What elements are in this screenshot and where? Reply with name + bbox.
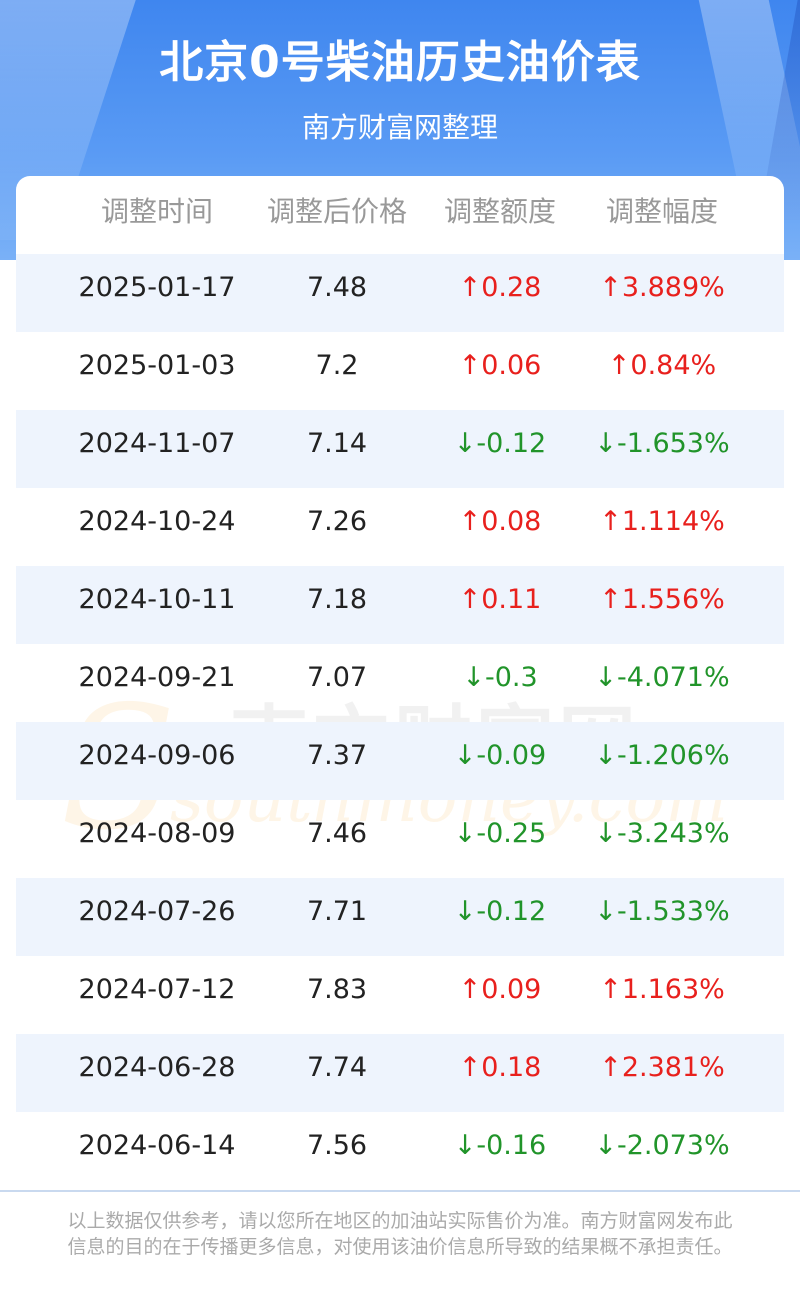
cell-price: 7.48	[306, 272, 368, 303]
cell-date: 2024-06-28	[78, 1052, 236, 1083]
footer-divider	[0, 1190, 800, 1192]
cell-percent: ↓-1.653%	[594, 428, 730, 459]
cell-percent: ↓-4.071%	[594, 662, 730, 693]
cell-date: 2024-10-24	[78, 506, 236, 537]
cell-price: 7.83	[306, 974, 368, 1005]
cell-price: 7.37	[306, 740, 368, 771]
cell-date: 2024-06-14	[78, 1130, 236, 1161]
cell-date: 2024-10-11	[78, 584, 236, 615]
disclaimer-text: 以上数据仅供参考，请以您所在地区的加油站实际售价为准。南方财富网发布此信息的目的…	[67, 1210, 733, 1258]
cell-date: 2025-01-17	[78, 272, 236, 303]
table-row: 2024-08-09 7.46 ↓-0.25 ↓-3.243%	[16, 800, 784, 878]
cell-percent: ↓-1.533%	[594, 896, 730, 927]
cell-change: ↓-0.12	[453, 896, 547, 927]
cell-change: ↓-0.09	[453, 740, 547, 771]
cell-change: ↓-0.3	[462, 662, 538, 693]
table-row: 2024-06-14 7.56 ↓-0.16 ↓-2.073%	[16, 1112, 784, 1190]
price-table: 2025-01-17 7.48 ↑0.28 ↑3.889% 2025-01-03 7.2 ↑…	[16, 254, 784, 1190]
table-row: 2024-10-11 7.18 ↑0.11 ↑1.556%	[16, 566, 784, 644]
column-header-date: 调整时间	[100, 195, 213, 228]
cell-percent: ↑1.556%	[599, 584, 725, 615]
cell-change: ↑0.28	[458, 272, 542, 303]
table-row: 2024-07-26 7.71 ↓-0.12 ↓-1.533%	[16, 878, 784, 956]
table-row: 2024-11-07 7.14 ↓-0.12 ↓-1.653%	[16, 410, 784, 488]
cell-change: ↑0.18	[458, 1052, 542, 1083]
table-row: 2024-09-21 7.07 ↓-0.3 ↓-4.071%	[16, 644, 784, 722]
table-row: 2024-07-12 7.83 ↑0.09 ↑1.163%	[16, 956, 784, 1034]
cell-percent: ↑1.114%	[599, 506, 725, 537]
cell-change: ↑0.08	[458, 506, 542, 537]
table-row: 2024-09-06 7.37 ↓-0.09 ↓-1.206%	[16, 722, 784, 800]
cell-price: 7.71	[306, 896, 368, 927]
column-header-change: 调整额度	[443, 195, 556, 228]
table-row: 2025-01-17 7.48 ↑0.28 ↑3.889%	[16, 254, 784, 332]
column-header-price: 调整后价格	[266, 195, 407, 228]
cell-percent: ↑3.889%	[599, 272, 725, 303]
cell-percent: ↑0.84%	[607, 350, 717, 381]
cell-change: ↓-0.25	[453, 818, 547, 849]
cell-percent: ↑2.381%	[599, 1052, 725, 1083]
cell-date: 2024-08-09	[78, 818, 236, 849]
cell-price: 7.74	[306, 1052, 368, 1083]
cell-change: ↑0.09	[458, 974, 542, 1005]
cell-price: 7.46	[306, 818, 368, 849]
column-header-percent: 调整幅度	[605, 195, 718, 228]
cell-change: ↓-0.12	[453, 428, 547, 459]
cell-change: ↑0.06	[458, 350, 542, 381]
cell-price: 7.56	[306, 1130, 368, 1161]
cell-change: ↑0.11	[458, 584, 542, 615]
cell-date: 2024-09-21	[78, 662, 236, 693]
cell-price: 7.18	[306, 584, 368, 615]
cell-date: 2024-07-12	[78, 974, 236, 1005]
cell-price: 7.26	[306, 506, 368, 537]
page-title: 北京0号柴油历史油价表	[159, 37, 641, 88]
table-row: 2024-10-24 7.26 ↑0.08 ↑1.114%	[16, 488, 784, 566]
cell-percent: ↑1.163%	[599, 974, 725, 1005]
cell-date: 2024-07-26	[78, 896, 236, 927]
cell-percent: ↓-3.243%	[594, 818, 730, 849]
cell-date: 2024-11-07	[78, 428, 236, 459]
page-subtitle: 南方财富网整理	[301, 111, 498, 144]
table-row: 2024-06-28 7.74 ↑0.18 ↑2.381%	[16, 1034, 784, 1112]
cell-percent: ↓-1.206%	[594, 740, 730, 771]
cell-price: 7.07	[306, 662, 368, 693]
cell-date: 2024-09-06	[78, 740, 236, 771]
cell-percent: ↓-2.073%	[594, 1130, 730, 1161]
table-header: 调整时间 调整后价格 调整额度 调整幅度	[0, 190, 800, 234]
cell-price: 7.14	[306, 428, 368, 459]
cell-change: ↓-0.16	[453, 1130, 547, 1161]
cell-price: 7.2	[315, 350, 359, 381]
table-card	[16, 176, 784, 1190]
cell-date: 2025-01-03	[78, 350, 236, 381]
table-row: 2025-01-03 7.2 ↑0.06 ↑0.84%	[16, 332, 784, 410]
